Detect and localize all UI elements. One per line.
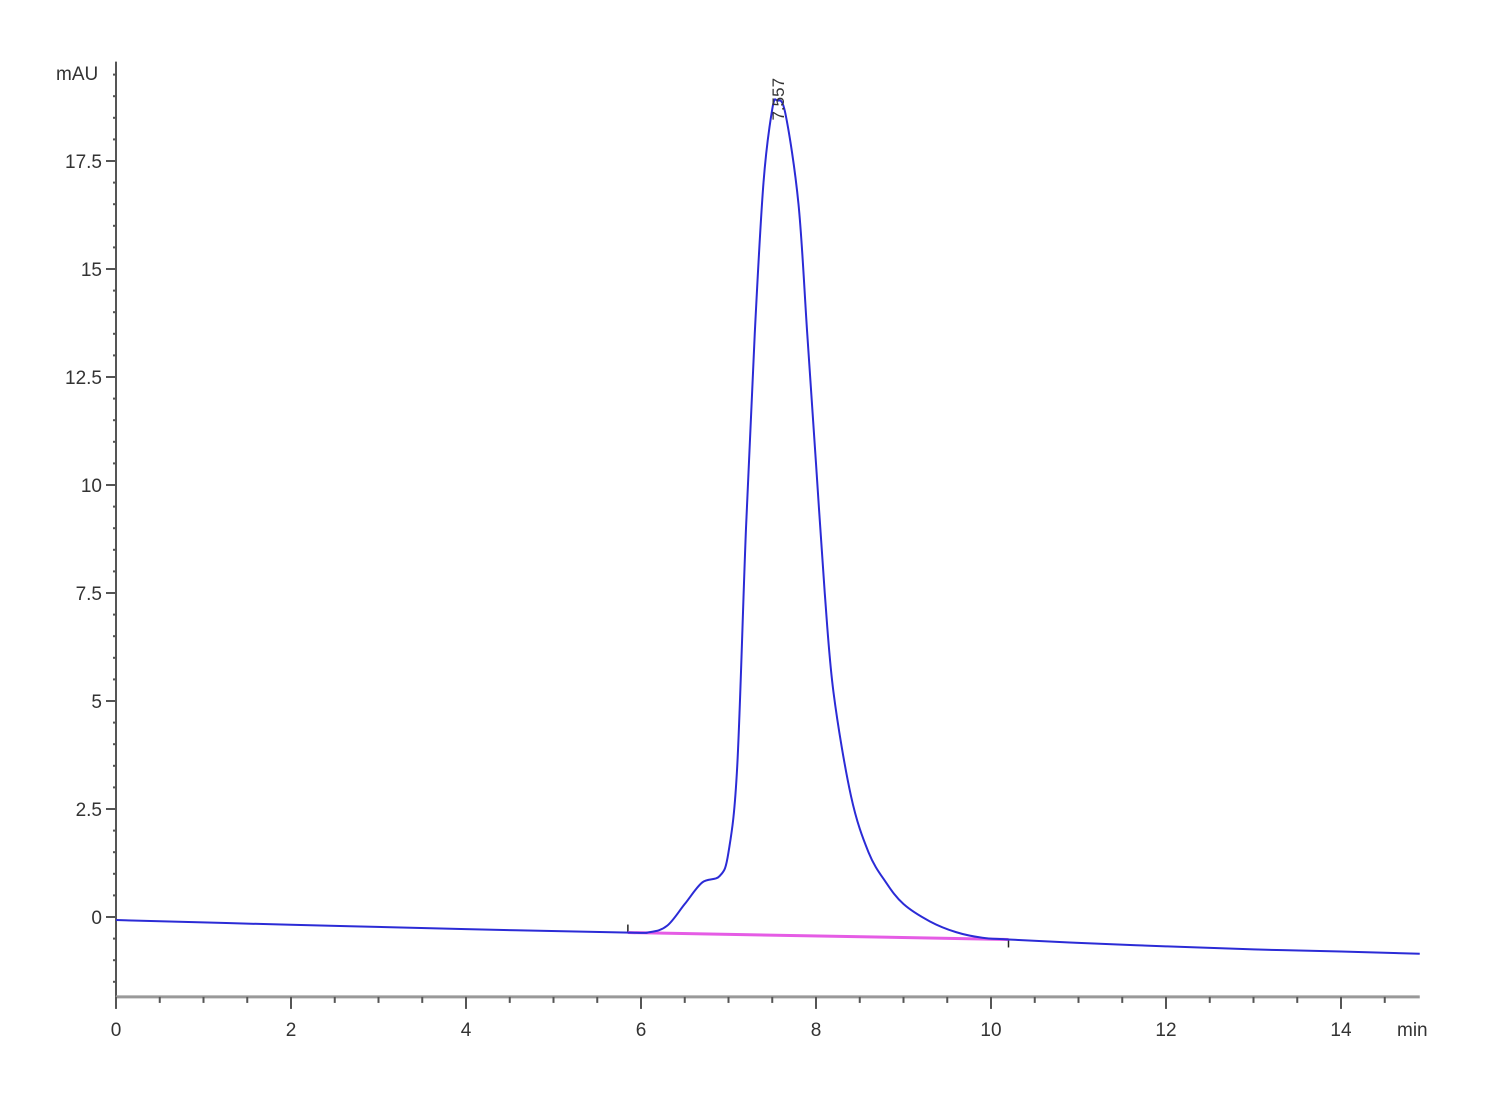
axes: 0 2.5 5 7.5 10 12.5 15 17.5 0 2 4 6 8 10 12 14 [65,61,1420,1041]
y-tick-label: 2.5 [76,800,102,821]
y-axis-label: mAU [56,64,98,85]
y-tick-label: 5 [91,692,102,713]
peak-label: 7.557 [769,78,788,121]
x-tick-label: 12 [1155,1020,1176,1041]
y-tick-label: 10 [81,476,102,497]
x-tick-label: 6 [636,1020,647,1041]
x-tick-label: 10 [980,1020,1001,1041]
signal-trace [115,98,1420,955]
y-tick-label: 12.5 [65,368,102,389]
x-tick-label: 8 [811,1020,822,1041]
y-tick-label: 17.5 [65,152,102,173]
x-tick-label: 4 [461,1020,472,1041]
y-tick-label: 7.5 [76,584,102,605]
y-tick-label: 0 [91,908,102,929]
annotations: 7.557 [769,78,788,121]
x-tick-label: 14 [1330,1020,1352,1041]
x-tick-label: 0 [111,1020,122,1041]
y-tick-label: 15 [81,260,102,281]
integration-baseline [627,931,1009,941]
x-tick-label: 2 [286,1020,297,1041]
x-axis-label: min [1397,1020,1428,1041]
